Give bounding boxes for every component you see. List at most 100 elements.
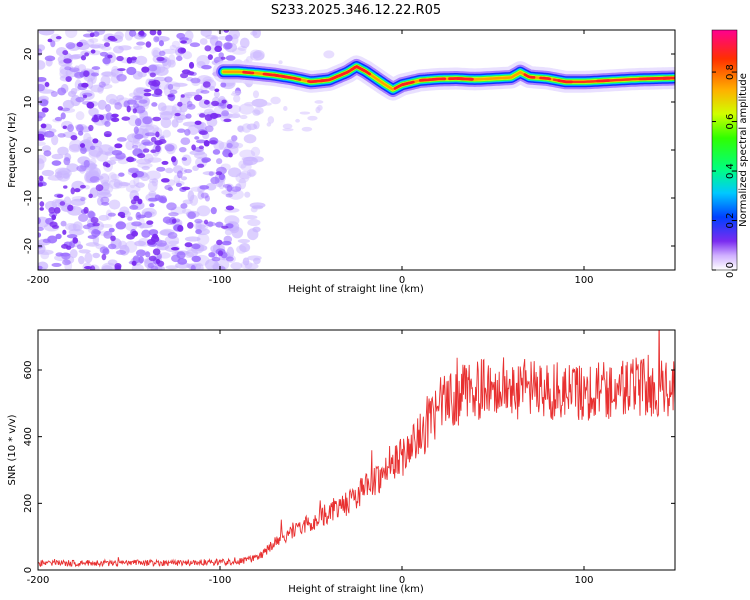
spectrogram-noise-blob [185, 249, 198, 258]
spectrogram-noise-blob [169, 89, 178, 95]
spectrogram-noise-blob [50, 33, 62, 43]
spectrogram-noise-blob [314, 100, 324, 104]
spectrogram-noise-spot [62, 125, 68, 129]
spectrogram-noise-blob [98, 30, 106, 35]
spectrogram-noise-blob [78, 249, 91, 254]
spectrogram-noise-blob [38, 48, 43, 56]
spectrogram-noise-blob [199, 38, 208, 45]
spectrogram-noise-blob [187, 190, 195, 202]
spectrogram-noise-blob [180, 203, 188, 209]
spectrogram-noise-blob [226, 142, 233, 149]
spectrogram-ytick-label: 20 [23, 48, 34, 61]
spectrogram-noise-blob [164, 184, 172, 190]
spectrogram-ytick-label: 0 [23, 147, 34, 153]
spectrogram-noise-blob [164, 76, 173, 83]
spectrogram-noise-spot [149, 72, 156, 78]
spectrogram-noise-blob [156, 240, 167, 247]
spectrogram-noise-spot [143, 88, 152, 93]
spectrogram-noise-blob [195, 139, 207, 144]
spectrogram-noise-spot [142, 148, 150, 153]
spectrogram-noise-spot [67, 204, 74, 212]
spectrogram-noise-blob [108, 227, 115, 233]
spectrogram-noise-spot [180, 72, 189, 79]
spectrogram-noise-spot [207, 54, 213, 60]
snr-xtick-label: 100 [574, 575, 593, 586]
spectrogram-noise-spot [152, 248, 161, 256]
spectrogram-noise-blob [159, 252, 171, 259]
spectrogram-noise-blob [65, 42, 76, 50]
spectrogram-noise-blob [199, 185, 210, 190]
spectrogram-noise-blob [282, 128, 294, 132]
spectrogram-noise-spot [131, 172, 138, 178]
spectrogram-noise-blob [76, 244, 83, 250]
spectrogram-noise-blob [67, 124, 74, 132]
spectrogram-noise-blob [215, 221, 224, 228]
spectrogram-noise-blob [160, 105, 177, 113]
spectrogram-noise-spot [209, 140, 218, 145]
spectrogram-noise-blob [59, 68, 68, 79]
spectrogram-noise-spot [61, 244, 69, 249]
spectrogram-noise-spot [40, 123, 47, 129]
spectrogram-noise-spot [223, 118, 232, 123]
spectrogram-noise-blob [251, 205, 264, 210]
spectrogram-noise-blob [38, 226, 44, 232]
spectrogram-noise-spot [80, 184, 86, 189]
spectrogram-noise-blob [97, 99, 107, 110]
spectrogram-noise-blob [192, 165, 199, 172]
spectrogram-noise-blob [301, 126, 313, 132]
spectrogram-noise-spot [170, 246, 180, 251]
spectrogram-noise-spot [193, 94, 203, 101]
spectrogram-noise-blob [237, 239, 251, 244]
spectrogram-noise-blob [154, 66, 169, 76]
spectrogram-noise-blob [38, 232, 42, 238]
spectrogram-noise-blob [253, 120, 260, 130]
spectrogram-noise-blob [89, 158, 97, 165]
spectrogram-noise-blob [103, 230, 113, 239]
spectrogram-noise-blob [55, 233, 62, 240]
spectrogram-noise-blob [118, 172, 125, 177]
spectrogram-noise-blob [148, 178, 159, 184]
spectrogram-ridge-peak [539, 76, 552, 81]
spectrogram-noise-blob [237, 125, 244, 132]
spectrogram-noise-spot [62, 50, 69, 56]
spectrogram-noise-blob [177, 170, 183, 179]
spectrogram-noise-blob [204, 195, 210, 202]
spectrogram-noise-blob [283, 105, 288, 112]
spectrogram-noise-blob [102, 248, 110, 255]
spectrogram-noise-blob [184, 236, 201, 242]
spectrogram-noise-blob [115, 152, 126, 160]
spectrogram-noise-spot [72, 237, 79, 244]
spectrogram-noise-blob [101, 201, 110, 206]
spectrogram-noise-blob [105, 112, 113, 121]
spectrogram-noise-spot [110, 235, 116, 242]
spectrogram-noise-spot [41, 107, 49, 113]
spectrogram-noise-blob [101, 262, 117, 270]
spectrogram-noise-blob [175, 182, 182, 188]
spectrogram-noise-blob [76, 124, 84, 133]
spectrogram-noise-spot [65, 76, 72, 82]
spectrogram-noise-spot [38, 137, 45, 141]
spectrogram-noise-blob [147, 197, 159, 202]
spectrogram-noise-spot [150, 149, 157, 153]
spectrogram-noise-spot [148, 255, 157, 262]
spectrogram-noise-spot [55, 35, 62, 40]
spectrogram-noise-blob [138, 256, 144, 264]
spectrogram-noise-blob [54, 171, 63, 179]
spectrogram-noise-blob [208, 85, 216, 91]
spectrogram-noise-spot [86, 101, 95, 109]
spectrogram-noise-blob [323, 50, 335, 59]
spectrogram-noise-spot [51, 214, 57, 221]
spectrogram-noise-spot [215, 171, 223, 176]
spectrogram-noise-blob [76, 165, 87, 172]
spectrogram-noise-blob [68, 143, 82, 153]
spectrogram-noise-blob [113, 179, 121, 188]
snr-ytick-label: 400 [23, 427, 34, 446]
spectrogram-noise-blob [165, 265, 179, 270]
spectrogram-noise-spot [107, 35, 116, 41]
spectrogram-noise-blob [99, 173, 110, 185]
chart-title: S233.2025.346.12.22.R05 [271, 3, 441, 18]
spectrogram-noise-blob [102, 57, 111, 65]
spectrogram-ridge-peak [448, 77, 473, 81]
spectrogram-noise-spot [95, 184, 104, 192]
spectrogram-noise-blob [182, 51, 193, 60]
